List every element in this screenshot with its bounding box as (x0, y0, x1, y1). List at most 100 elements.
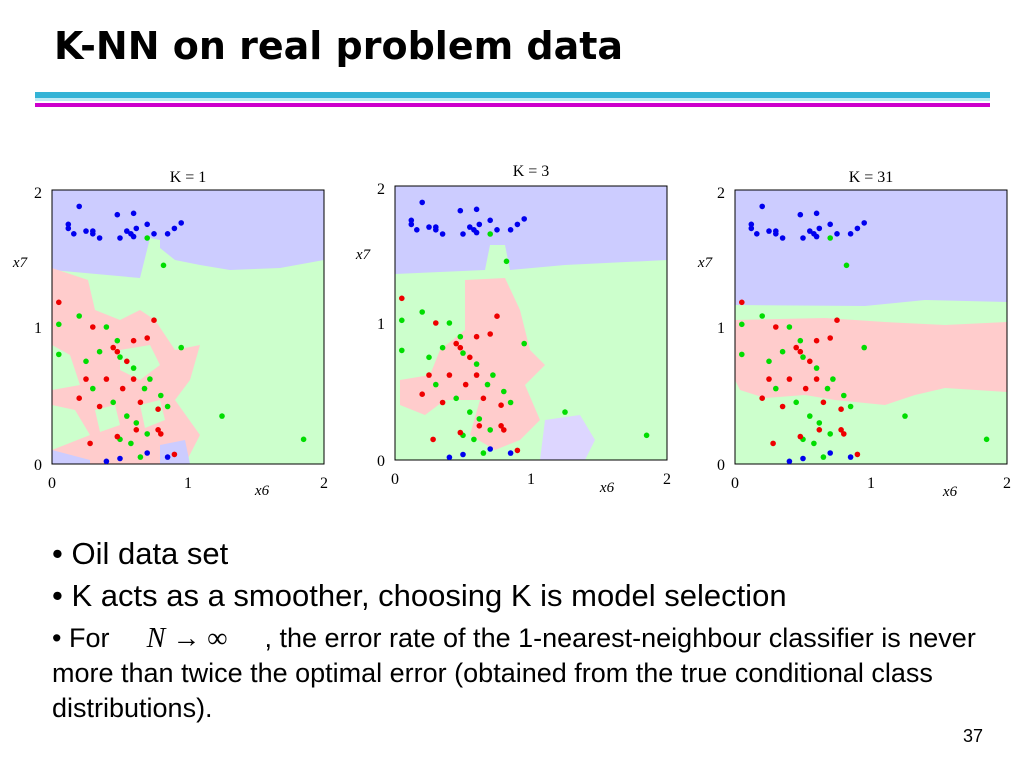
x-axis: 0 1 2 x6 (48, 475, 328, 499)
green-data-point (824, 385, 831, 392)
green-data-point (983, 436, 990, 443)
x-axis: 0 1 2 x6 (391, 471, 671, 496)
red-data-point (813, 337, 820, 344)
green-data-point (786, 324, 793, 330)
red-data-point (399, 295, 405, 302)
green-data-point (807, 413, 813, 419)
green-data-point (476, 416, 483, 422)
red-data-point (171, 451, 178, 458)
y-axis: 0 1 2 x7 (697, 185, 725, 474)
red-data-point (838, 427, 844, 433)
red-data-point (419, 391, 425, 397)
blue-data-point (65, 221, 72, 228)
bullet-error-text: , the error rate of the 1-nearest-neighb… (52, 623, 976, 723)
data-points (739, 203, 990, 465)
decision-regions (52, 190, 324, 464)
red-data-point (807, 358, 813, 365)
red-data-point (476, 423, 483, 429)
green-data-point (56, 351, 62, 358)
red-data-point (467, 354, 473, 361)
green-data-point (144, 235, 150, 241)
red-data-point (114, 348, 121, 355)
red-data-point (446, 372, 453, 378)
blue-data-point (114, 211, 121, 218)
blue-data-point (473, 229, 480, 236)
green-data-point (110, 399, 116, 406)
page-number: 37 (963, 726, 984, 746)
math-n-to-infinity: N → ∞ (146, 623, 228, 654)
blue-data-point (507, 227, 514, 233)
blue-data-point (439, 231, 446, 237)
green-data-point (841, 392, 847, 399)
y-tick-label: 1 (377, 316, 385, 333)
red-data-point (130, 376, 137, 382)
green-data-point (399, 317, 405, 324)
green-data-point (399, 347, 405, 354)
red-data-point (144, 335, 150, 341)
blue-data-point (766, 228, 772, 234)
blue-data-point (171, 225, 178, 232)
red-data-point (130, 337, 137, 344)
blue-data-point (433, 227, 439, 233)
y-tick-label: 2 (717, 185, 725, 202)
green-data-point (739, 321, 745, 328)
green-data-point (83, 358, 89, 365)
red-data-point (433, 320, 439, 326)
red-data-point (501, 427, 507, 433)
blue-data-point (813, 233, 820, 240)
green-data-point (766, 358, 772, 365)
x-axis-label: x6 (254, 483, 270, 499)
green-data-point (847, 403, 854, 410)
red-data-point (797, 348, 804, 355)
green-data-point (471, 436, 477, 443)
x-tick-label: 1 (867, 475, 875, 492)
red-data-point (96, 403, 103, 410)
blue-data-point (408, 217, 415, 224)
green-data-point (124, 413, 130, 419)
red-data-point (838, 406, 844, 413)
green-data-point (473, 361, 480, 367)
green-data-point (811, 440, 817, 447)
knn-plot-k1-svg: K = 1 0 1 2 x6 0 1 2 x7 (12, 169, 328, 499)
title-rule-white-gap (35, 98, 990, 101)
green-data-point (457, 333, 464, 340)
red-data-point (816, 427, 823, 433)
red-data-point (498, 402, 504, 408)
red-data-point (151, 317, 157, 323)
x-axis-label: x6 (942, 484, 958, 500)
green-data-point (830, 376, 836, 382)
blue-data-point (124, 228, 130, 234)
green-data-point (467, 409, 473, 415)
blue-data-point (144, 450, 150, 456)
region-green-islands (95, 345, 165, 432)
red-data-point (439, 399, 446, 406)
blue-data-point (779, 235, 786, 241)
red-data-point (487, 331, 493, 337)
knn-plot-k31-svg: K = 31 0 1 2 x6 0 1 2 x7 (697, 169, 1011, 500)
bullet-error-rate: • For N → ∞ , the error rate of the 1-ne… (52, 621, 1002, 726)
bullet-oil-data: • Oil data set (52, 536, 229, 571)
blue-data-point (83, 228, 89, 234)
red-data-point (457, 429, 464, 436)
blue-data-point (130, 210, 137, 217)
red-data-point (83, 376, 89, 382)
red-data-point (820, 399, 827, 406)
knn-plot-k1: K = 1 0 1 2 x6 0 1 2 x7 (0, 150, 340, 510)
blue-data-point (164, 454, 171, 460)
x-tick-label: 0 (48, 475, 56, 492)
blue-data-point (507, 450, 514, 456)
red-data-point (770, 440, 776, 447)
blue-data-point (487, 446, 493, 452)
blue-data-point (816, 225, 823, 232)
red-data-point (514, 447, 521, 454)
blue-data-point (800, 235, 806, 241)
region-mixed (540, 415, 595, 460)
red-data-point (155, 406, 161, 413)
data-points (56, 203, 307, 465)
green-data-point (96, 348, 103, 355)
blue-data-point (521, 216, 527, 222)
green-data-point (827, 235, 833, 241)
red-data-point (119, 385, 126, 392)
blue-data-point (487, 217, 493, 224)
blue-data-point (467, 224, 473, 230)
